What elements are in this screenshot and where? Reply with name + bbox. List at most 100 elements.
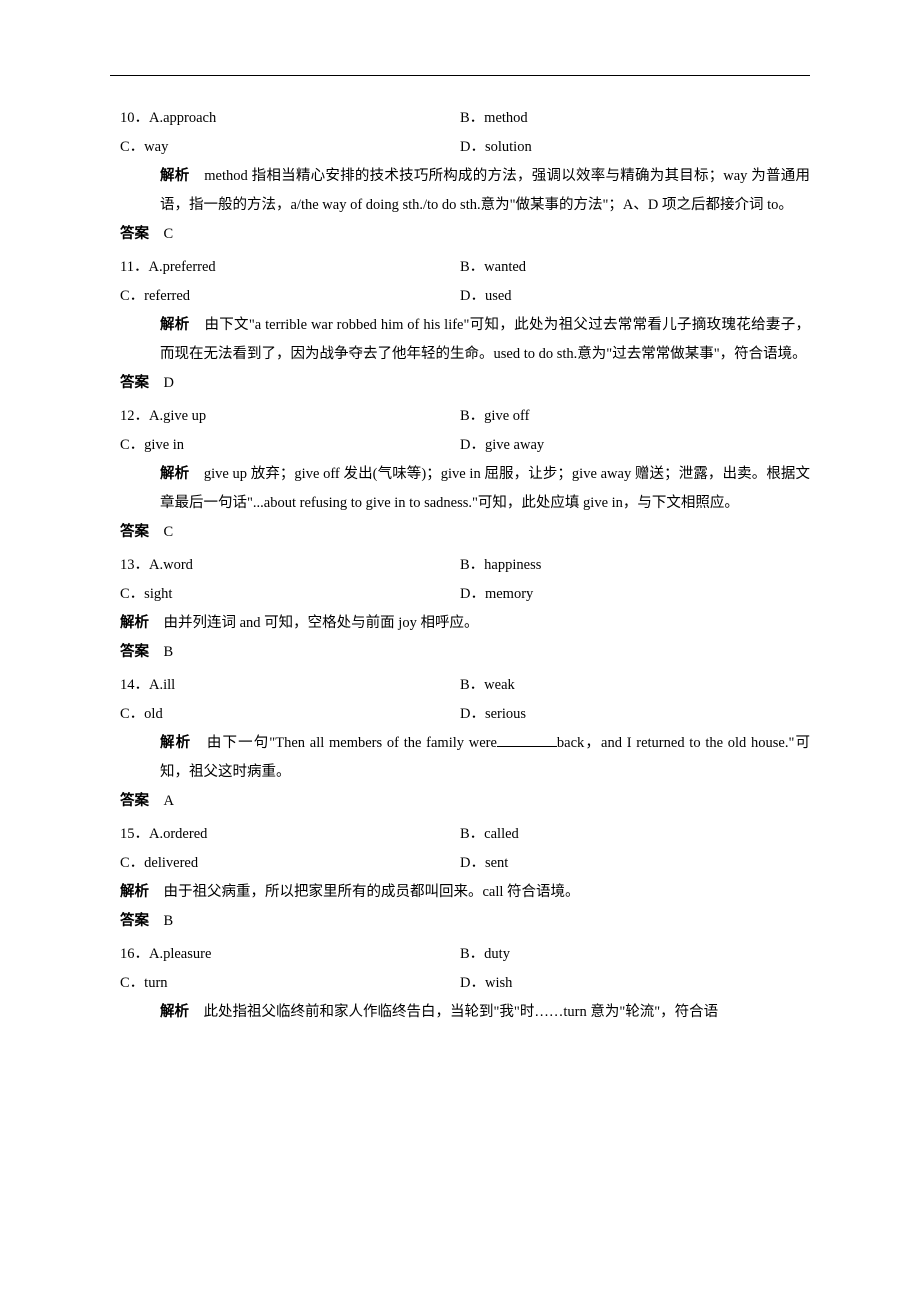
question-number: 11． bbox=[120, 259, 148, 275]
option-a-text: A.approach bbox=[149, 110, 216, 126]
option-c: C．way bbox=[120, 133, 460, 162]
answer-value: C bbox=[149, 226, 173, 242]
explain-text: 由下文"a terrible war robbed him of his lif… bbox=[160, 317, 810, 362]
explanation: 解析 由下一句"Then all members of the family w… bbox=[110, 729, 810, 787]
option-a: 13．A.word bbox=[120, 551, 460, 580]
option-row: C．turnD．wish bbox=[110, 969, 810, 998]
option-a: 16．A.pleasure bbox=[120, 940, 460, 969]
option-b: B．give off bbox=[460, 402, 810, 431]
question-number: 13． bbox=[120, 557, 149, 573]
explanation: 解析 give up 放弃；give off 发出(气味等)；give in 屈… bbox=[110, 460, 810, 518]
option-d: D．wish bbox=[460, 969, 810, 998]
question-block: 12．A.give upB．give offC．give inD．give aw… bbox=[110, 402, 810, 547]
option-a-text: A.pleasure bbox=[149, 946, 211, 962]
explanation: 解析 由下文"a terrible war robbed him of his … bbox=[110, 311, 810, 369]
answer-label: 答案 bbox=[120, 226, 149, 242]
option-a: 10．A.approach bbox=[120, 104, 460, 133]
option-row: 10．A.approachB．method bbox=[110, 104, 810, 133]
option-row: C．referredD．used bbox=[110, 282, 810, 311]
answer-label: 答案 bbox=[120, 793, 149, 809]
explain-text: 此处指祖父临终前和家人作临终告白，当轮到"我"时……turn 意为"轮流"，符合… bbox=[204, 1004, 719, 1020]
option-a-text: A.ordered bbox=[149, 826, 207, 842]
option-row: 15．A.orderedB．called bbox=[110, 820, 810, 849]
option-a-text: A.give up bbox=[149, 408, 206, 424]
option-row: 16．A.pleasureB．duty bbox=[110, 940, 810, 969]
option-c: C．sight bbox=[120, 580, 460, 609]
explain-label: 解析 bbox=[160, 466, 189, 482]
option-row: 11．A.preferredB．wanted bbox=[110, 253, 810, 282]
content-area: 10．A.approachB．methodC．wayD．solution解析 m… bbox=[110, 104, 810, 1027]
option-a: 15．A.ordered bbox=[120, 820, 460, 849]
option-d: D．memory bbox=[460, 580, 810, 609]
question-number: 15． bbox=[120, 826, 149, 842]
explain-text-prefix: 由下一句"Then all members of the family were bbox=[207, 735, 497, 751]
option-b: B．happiness bbox=[460, 551, 810, 580]
explain-label: 解析 bbox=[160, 1004, 189, 1020]
explanation: 解析 由于祖父病重，所以把家里所有的成员都叫回来。call 符合语境。 bbox=[110, 878, 810, 907]
question-block: 15．A.orderedB．calledC．deliveredD．sent解析 … bbox=[110, 820, 810, 936]
explanation: 解析 此处指祖父临终前和家人作临终告白，当轮到"我"时……turn 意为"轮流"… bbox=[110, 998, 810, 1027]
answer-value: A bbox=[149, 793, 174, 809]
option-d: D．give away bbox=[460, 431, 810, 460]
answer-value: B bbox=[149, 644, 173, 660]
answer-label: 答案 bbox=[120, 644, 149, 660]
explain-text: give up 放弃；give off 发出(气味等)；give in 屈服，让… bbox=[160, 466, 810, 511]
answer-line: 答案 A bbox=[110, 787, 810, 816]
option-row: C．oldD．serious bbox=[110, 700, 810, 729]
option-row: C．sightD．memory bbox=[110, 580, 810, 609]
option-b: B．duty bbox=[460, 940, 810, 969]
option-a-text: A.word bbox=[149, 557, 193, 573]
question-number: 16． bbox=[120, 946, 149, 962]
option-c: C．turn bbox=[120, 969, 460, 998]
answer-line: 答案 B bbox=[110, 638, 810, 667]
option-a-text: A.preferred bbox=[148, 259, 215, 275]
explain-text: 由于祖父病重，所以把家里所有的成员都叫回来。call 符合语境。 bbox=[164, 884, 580, 900]
option-row: C．give inD．give away bbox=[110, 431, 810, 460]
header-rule bbox=[110, 75, 810, 76]
question-block: 13．A.wordB．happinessC．sightD．memory解析 由并… bbox=[110, 551, 810, 667]
explain-text: method 指相当精心安排的技术技巧所构成的方法，强调以效率与精确为其目标；w… bbox=[160, 168, 810, 213]
option-row: 14．A.illB．weak bbox=[110, 671, 810, 700]
option-c: C．old bbox=[120, 700, 460, 729]
question-block: 10．A.approachB．methodC．wayD．solution解析 m… bbox=[110, 104, 810, 249]
answer-label: 答案 bbox=[120, 913, 149, 929]
option-a: 14．A.ill bbox=[120, 671, 460, 700]
question-number: 10． bbox=[120, 110, 149, 126]
explain-label: 解析 bbox=[160, 168, 190, 184]
option-d: D．sent bbox=[460, 849, 810, 878]
option-c: C．referred bbox=[120, 282, 460, 311]
answer-label: 答案 bbox=[120, 524, 149, 540]
answer-line: 答案 B bbox=[110, 907, 810, 936]
option-b: B．wanted bbox=[460, 253, 810, 282]
answer-line: 答案 C bbox=[110, 220, 810, 249]
explain-label: 解析 bbox=[120, 615, 149, 631]
option-c: C．give in bbox=[120, 431, 460, 460]
option-a: 12．A.give up bbox=[120, 402, 460, 431]
answer-line: 答案 D bbox=[110, 369, 810, 398]
question-block: 16．A.pleasureB．dutyC．turnD．wish解析 此处指祖父临… bbox=[110, 940, 810, 1027]
option-b: B．method bbox=[460, 104, 810, 133]
explanation: 解析 由并列连词 and 可知，空格处与前面 joy 相呼应。 bbox=[110, 609, 810, 638]
question-block: 14．A.illB．weakC．oldD．serious解析 由下一句"Then… bbox=[110, 671, 810, 816]
explain-text: 由并列连词 and 可知，空格处与前面 joy 相呼应。 bbox=[164, 615, 479, 631]
option-a-text: A.ill bbox=[149, 677, 175, 693]
option-row: 12．A.give upB．give off bbox=[110, 402, 810, 431]
option-c: C．delivered bbox=[120, 849, 460, 878]
answer-value: B bbox=[149, 913, 173, 929]
option-b: B．weak bbox=[460, 671, 810, 700]
option-row: C．wayD．solution bbox=[110, 133, 810, 162]
option-b: B．called bbox=[460, 820, 810, 849]
explain-label: 解析 bbox=[160, 317, 190, 333]
option-a: 11．A.preferred bbox=[120, 253, 460, 282]
answer-line: 答案 C bbox=[110, 518, 810, 547]
option-row: 13．A.wordB．happiness bbox=[110, 551, 810, 580]
option-d: D．solution bbox=[460, 133, 810, 162]
document-page: 10．A.approachB．methodC．wayD．solution解析 m… bbox=[0, 0, 920, 1091]
answer-value: D bbox=[149, 375, 174, 391]
explain-label: 解析 bbox=[160, 735, 191, 751]
option-row: C．deliveredD．sent bbox=[110, 849, 810, 878]
question-number: 12． bbox=[120, 408, 149, 424]
explanation: 解析 method 指相当精心安排的技术技巧所构成的方法，强调以效率与精确为其目… bbox=[110, 162, 810, 220]
explain-label: 解析 bbox=[120, 884, 149, 900]
answer-value: C bbox=[149, 524, 173, 540]
